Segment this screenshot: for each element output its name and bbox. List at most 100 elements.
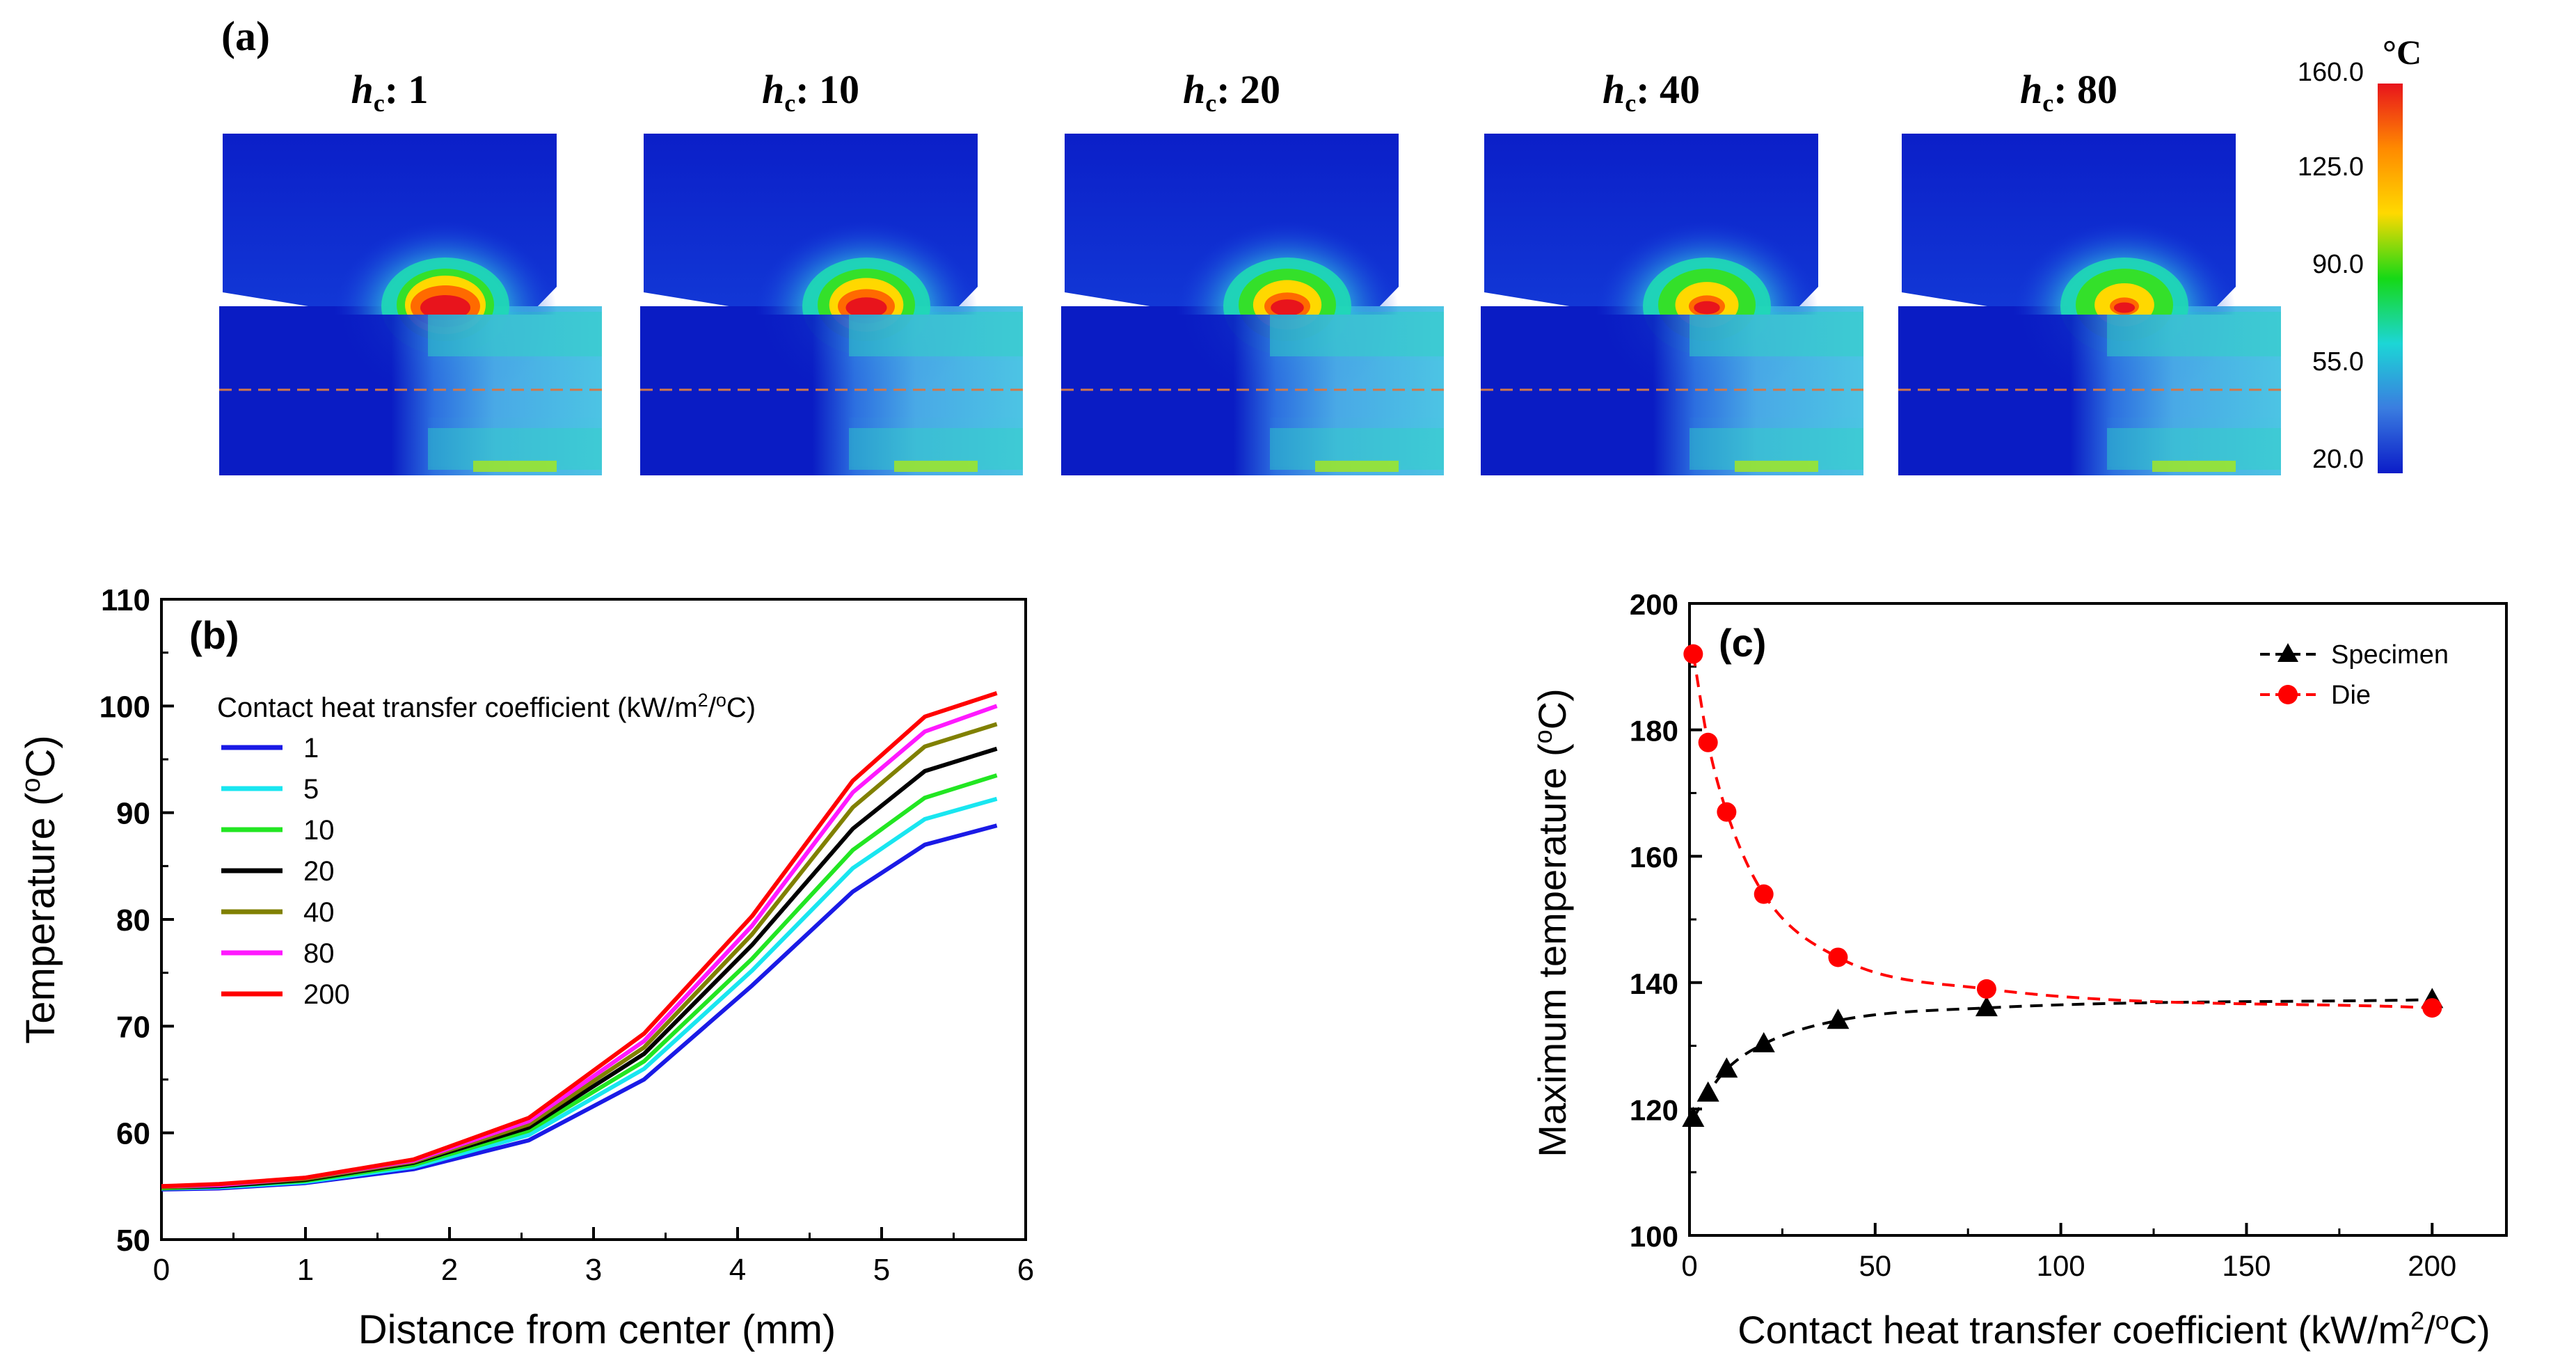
fea-panel: hc: 20 [1061, 67, 1444, 475]
x-tick-label: 100 [2037, 1249, 2085, 1282]
series-line-200 [161, 691, 998, 1189]
legend-label-20: 20 [303, 856, 335, 887]
fea-heat-core [2113, 302, 2136, 313]
chart-c: (c) Contact heat transfer coefficient (k… [1529, 588, 2508, 1352]
fea-specimen-top-band [849, 315, 1023, 356]
legend-label-Specimen: Specimen [2331, 640, 2449, 670]
fea-panels: hc: 1 hc: 10 hc: 20 hc: 40 hc: 80 [219, 67, 2281, 475]
colorbar-tick: 160.0 [2298, 58, 2364, 87]
fea-specimen-top-band [1689, 315, 1863, 356]
chart-c-ylabel-sup: o [1529, 729, 1557, 743]
fea-specimen-top-band [2107, 315, 2281, 356]
chart-c-ylabel: Maximum temperature (oC) [1529, 688, 1575, 1157]
fea-specimen-bottom-warm [473, 461, 557, 472]
x-tick-label: 4 [729, 1253, 746, 1287]
fea-heat-core [1694, 301, 1720, 315]
fea-specimen-bottom-warm [1735, 461, 1818, 472]
legend-marker-Die [2278, 685, 2298, 704]
fea-panel-title-var: h [351, 67, 373, 112]
colorbar-gradient [2378, 84, 2403, 473]
series-line-5 [161, 796, 998, 1191]
marker-Die [1754, 884, 1774, 904]
fea-specimen-top-band [1270, 315, 1444, 356]
x-tick-label: 150 [2222, 1249, 2271, 1282]
chart-b-legend-title-mid: / [708, 693, 717, 723]
marker-Die [1976, 979, 1996, 999]
chart-b-legend-title: Contact heat transfer coefficient (kW/m2… [217, 690, 756, 723]
series-line-1 [161, 823, 998, 1192]
legend-label-10: 10 [303, 815, 335, 846]
colorbar-unit: °C [2383, 33, 2422, 72]
fea-panel-title: hc: 80 [2020, 67, 2117, 117]
marker-Specimen [1752, 1031, 1775, 1052]
marker-Specimen [1827, 1009, 1850, 1029]
fea-panel-title-value: : 20 [1216, 67, 1280, 112]
y-tick-label: 100 [1630, 1220, 1678, 1253]
x-tick-label: 3 [585, 1253, 602, 1287]
fea-specimen-top-band [428, 315, 602, 356]
fea-panel-title-sub: c [1625, 89, 1636, 117]
fea-panel-title-value: : 80 [2053, 67, 2117, 112]
fea-panel-title: hc: 20 [1183, 67, 1280, 117]
fea-panel-title-value: : 40 [1636, 67, 1700, 112]
chart-b-panel-label: (b) [189, 613, 239, 657]
fea-panel: hc: 10 [640, 67, 1023, 475]
series-line-10 [161, 773, 998, 1191]
chart-b-ylabel-sup: o [17, 778, 46, 793]
chart-b-legend-title-pre: Contact heat transfer coefficient (kW/m [217, 693, 698, 723]
series-line-40 [161, 722, 998, 1189]
series-line-20 [161, 746, 998, 1189]
legend-label-5: 5 [303, 774, 319, 805]
y-tick-label: 80 [116, 903, 150, 938]
fea-specimen-bottom-warm [1315, 461, 1399, 472]
chart-b-ylabel: Temperature (oC) [17, 735, 63, 1043]
chart-b-legend-title-sup: o [716, 690, 726, 711]
colorbar-tick: 90.0 [2312, 250, 2364, 279]
chart-c-ylabel-unit: C) [1530, 688, 1574, 729]
fea-panel-title-var: h [2020, 67, 2042, 112]
marker-Die [1683, 644, 1703, 664]
chart-b-ylabel-unit: C) [18, 735, 63, 777]
fea-heat-core [1271, 299, 1304, 316]
chart-c-xlabel-pre: Contact heat transfer coefficient (kW/m [1738, 1308, 2410, 1352]
chart-b: (b) Distance from center (mm) Temperatur… [17, 583, 1034, 1352]
fea-panel: hc: 80 [1898, 67, 2281, 475]
fea-specimen-bottom-warm [2152, 461, 2236, 472]
chart-c-xlabel-mid: / [2424, 1308, 2435, 1352]
legend-label-40: 40 [303, 897, 335, 928]
x-tick-label: 0 [153, 1253, 170, 1287]
legend-label-Die: Die [2331, 681, 2371, 710]
y-tick-label: 120 [1630, 1093, 1678, 1126]
x-tick-label: 50 [1859, 1249, 1891, 1282]
marker-Specimen [1696, 1081, 1719, 1102]
fea-panel-title-sub: c [374, 89, 385, 117]
colorbar-tick: 20.0 [2312, 445, 2364, 474]
fea-heat-core [420, 295, 470, 320]
y-tick-label: 200 [1630, 588, 1678, 621]
y-tick-label: 140 [1630, 967, 1678, 1000]
fea-specimen-bottom-warm [894, 461, 978, 472]
marker-Specimen [1975, 996, 1998, 1017]
marker-Specimen [1682, 1107, 1705, 1128]
y-tick-label: 110 [101, 583, 150, 617]
fea-panel-title-sub: c [2042, 89, 2053, 117]
x-tick-label: 1 [297, 1253, 314, 1287]
y-tick-label: 60 [116, 1117, 150, 1151]
fea-panel-title-sub: c [1205, 89, 1216, 117]
marker-Die [1828, 947, 1848, 967]
fea-panel-title-var: h [1603, 67, 1625, 112]
chart-b-legend-title-sup: 2 [698, 690, 708, 711]
fea-panel-title-var: h [1183, 67, 1205, 112]
fea-panel-title-value: : 10 [795, 67, 859, 112]
chart-b-legend-title-post: C) [726, 693, 756, 723]
x-tick-label: 2 [441, 1253, 458, 1287]
fea-heat-core [845, 297, 887, 318]
legend-marker-Specimen [2277, 643, 2298, 662]
marker-Specimen [1715, 1057, 1738, 1078]
marker-Die [1698, 732, 1718, 752]
y-tick-label: 70 [116, 1010, 150, 1044]
fea-panel-title-sub: c [784, 89, 795, 117]
legend-label-1: 1 [303, 733, 319, 764]
legend-label-200: 200 [303, 979, 350, 1010]
